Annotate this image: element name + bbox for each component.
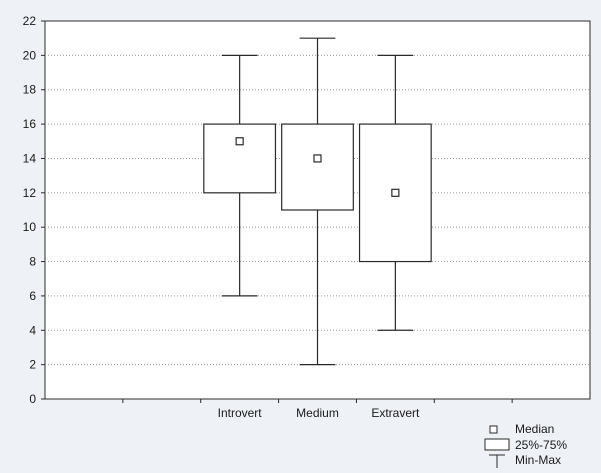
y-tick-label: 22	[23, 14, 37, 28]
y-tick-label: 12	[23, 186, 37, 200]
y-tick-label: 2	[29, 358, 36, 372]
median-marker	[391, 188, 400, 197]
median-marker	[235, 137, 244, 146]
y-tick-label: 10	[23, 220, 37, 234]
iqr-box	[281, 123, 354, 211]
median-marker	[313, 154, 322, 163]
legend-whisker-label: Min-Max	[515, 453, 561, 467]
y-tick-label: 18	[23, 83, 37, 97]
y-tick-label: 4	[29, 323, 36, 337]
category-label: Extravert	[371, 406, 420, 420]
y-tick-label: 14	[23, 151, 37, 165]
legend-box-symbol	[484, 438, 510, 451]
y-tick-label: 20	[23, 48, 37, 62]
y-tick-label: 6	[29, 289, 36, 303]
legend-box-label: 25%-75%	[515, 438, 567, 452]
y-tick-label: 8	[29, 255, 36, 269]
iqr-box	[203, 123, 277, 194]
y-tick-label: 0	[29, 392, 36, 406]
y-tick-label: 16	[23, 117, 37, 131]
legend-median-label: Median	[515, 422, 554, 436]
legend-median-symbol	[489, 425, 498, 434]
category-label: Medium	[296, 406, 339, 420]
category-label: Introvert	[218, 406, 263, 420]
